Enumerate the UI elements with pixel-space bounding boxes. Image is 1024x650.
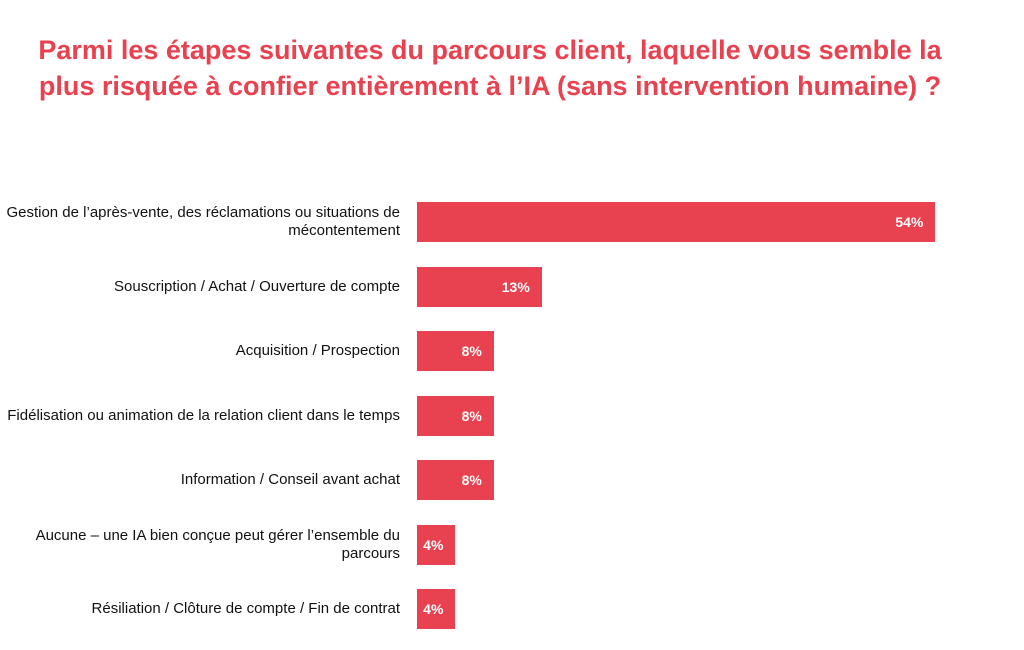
bar bbox=[417, 460, 494, 500]
category-label: Fidélisation ou animation de la relation… bbox=[7, 406, 400, 424]
value-label: 13% bbox=[501, 278, 530, 295]
value-label: 4% bbox=[423, 601, 444, 617]
category-label: Résiliation / Clôture de compte / Fin de… bbox=[91, 600, 400, 617]
category-label: Gestion de l’après-vente, des réclamatio… bbox=[6, 204, 400, 239]
chart-title: Parmi les étapes suivantes du parcours c… bbox=[38, 35, 942, 101]
bar bbox=[417, 331, 494, 371]
bar bbox=[417, 266, 542, 307]
category-label: Acquisition / Prospection bbox=[235, 342, 400, 359]
value-label: 4% bbox=[423, 536, 444, 553]
value-label: 54% bbox=[895, 214, 924, 230]
bar bbox=[417, 589, 456, 629]
category-label: Aucune – une IA bien conçue peut gérer l… bbox=[35, 526, 400, 562]
category-label: Information / Conseil avant achat bbox=[180, 471, 400, 488]
category-label: Souscription / Achat / Ouverture de comp… bbox=[114, 277, 400, 295]
bar bbox=[417, 202, 936, 242]
value-label: 8% bbox=[461, 472, 482, 488]
bar bbox=[417, 395, 494, 436]
value-label: 8% bbox=[461, 343, 482, 359]
value-label: 8% bbox=[461, 407, 482, 424]
bar bbox=[417, 524, 456, 565]
